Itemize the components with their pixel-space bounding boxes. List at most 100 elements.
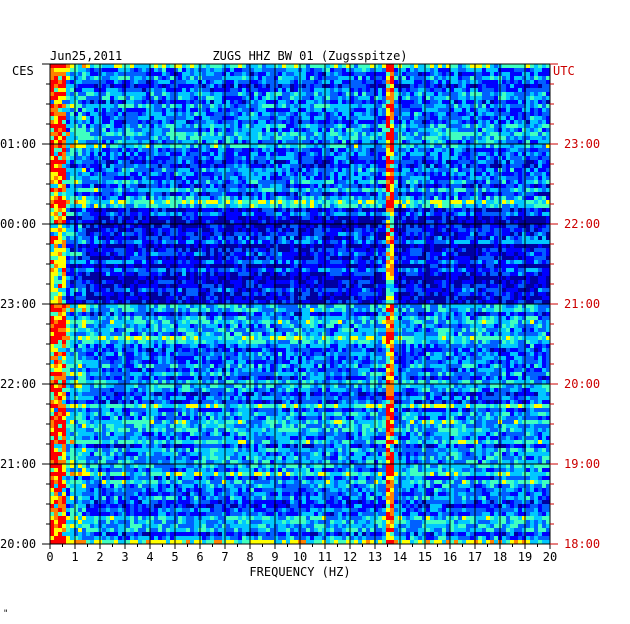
spectrogram-cell <box>210 80 214 84</box>
spectrogram-cell <box>330 108 334 112</box>
spectrogram-cell <box>530 168 534 172</box>
spectrogram-cell <box>458 128 462 132</box>
spectrogram-cell <box>110 140 114 144</box>
spectrogram-cell <box>162 180 166 184</box>
spectrogram-cell <box>142 196 146 200</box>
spectrogram-cell <box>190 104 194 108</box>
spectrogram-cell <box>214 204 218 208</box>
spectrogram-cell <box>438 88 442 92</box>
spectrogram-cell <box>282 172 286 176</box>
spectrogram-cell <box>258 84 262 88</box>
spectrogram-cell <box>210 224 214 228</box>
spectrogram-cell <box>110 76 114 80</box>
spectrogram-cell <box>66 100 70 104</box>
spectrogram-cell <box>538 168 542 172</box>
spectrogram-cell <box>234 172 238 176</box>
spectrogram-cell <box>202 76 206 80</box>
spectrogram-cell <box>130 100 134 104</box>
spectrogram-cell <box>258 212 262 216</box>
spectrogram-cell <box>158 124 162 128</box>
spectrogram-cell <box>154 168 158 172</box>
spectrogram-cell <box>318 132 322 136</box>
spectrogram-cell <box>538 104 542 108</box>
spectrogram-cell <box>342 132 346 136</box>
spectrogram-cell <box>158 196 162 200</box>
spectrogram-cell <box>182 232 186 236</box>
spectrogram-cell <box>118 100 122 104</box>
spectrogram-cell <box>418 144 422 148</box>
spectrogram-cell <box>130 148 134 152</box>
spectrogram-cell <box>482 128 486 132</box>
spectrogram-cell <box>214 68 218 72</box>
spectrogram-cell <box>234 164 238 168</box>
spectrogram-cell <box>110 192 114 196</box>
spectrogram-cell <box>406 172 410 176</box>
spectrogram-cell <box>358 192 362 196</box>
spectrogram-cell <box>478 76 482 80</box>
spectrogram-cell <box>446 232 450 236</box>
spectrogram-cell <box>50 132 54 136</box>
spectrogram-cell <box>362 132 366 136</box>
spectrogram-cell <box>78 148 82 152</box>
spectrogram-cell <box>378 92 382 96</box>
spectrogram-cell <box>206 144 210 148</box>
spectrogram-cell <box>358 188 362 192</box>
spectrogram-cell <box>546 144 550 148</box>
spectrogram-cell <box>366 68 370 72</box>
spectrogram-cell <box>178 116 182 120</box>
spectrogram-cell <box>418 96 422 100</box>
spectrogram-cell <box>170 168 174 172</box>
spectrogram-cell <box>310 152 314 156</box>
spectrogram-cell <box>102 128 106 132</box>
spectrogram-cell <box>314 192 318 196</box>
spectrogram-cell <box>130 84 134 88</box>
spectrogram-cell <box>270 208 274 212</box>
spectrogram-cell <box>530 68 534 72</box>
spectrogram-cell <box>154 196 158 200</box>
spectrogram-cell <box>66 208 70 212</box>
spectrogram-cell <box>66 204 70 208</box>
spectrogram-cell <box>346 184 350 188</box>
spectrogram-cell <box>178 84 182 88</box>
spectrogram-cell <box>494 96 498 100</box>
spectrogram-cell <box>226 192 230 196</box>
spectrogram-cell <box>434 120 438 124</box>
spectrogram-cell <box>266 116 270 120</box>
spectrogram-cell <box>306 116 310 120</box>
spectrogram-cell <box>94 136 98 140</box>
spectrogram-cell <box>414 76 418 80</box>
spectrogram-cell <box>546 204 550 208</box>
spectrogram-cell <box>350 164 354 168</box>
spectrogram-cell <box>386 188 390 192</box>
spectrogram-cell <box>230 212 234 216</box>
spectrogram-cell <box>214 212 218 216</box>
spectrogram-cell <box>130 72 134 76</box>
spectrogram-cell <box>306 144 310 148</box>
spectrogram-cell <box>166 88 170 92</box>
spectrogram-cell <box>58 160 62 164</box>
spectrogram-cell <box>494 128 498 132</box>
spectrogram-cell <box>278 112 282 116</box>
spectrogram-cell <box>378 164 382 168</box>
spectrogram-cell <box>82 92 86 96</box>
spectrogram-cell <box>290 136 294 140</box>
spectrogram-cell <box>506 96 510 100</box>
spectrogram-cell <box>186 68 190 72</box>
spectrogram-cell <box>414 164 418 168</box>
spectrogram-cell <box>518 132 522 136</box>
spectrogram-cell <box>378 64 382 68</box>
spectrogram-cell <box>430 208 434 212</box>
spectrogram-cell <box>258 156 262 160</box>
spectrogram-cell <box>94 76 98 80</box>
spectrogram-cell <box>462 72 466 76</box>
spectrogram-cell <box>482 212 486 216</box>
spectrogram-cell <box>434 176 438 180</box>
spectrogram-cell <box>506 76 510 80</box>
spectrogram-cell <box>502 76 506 80</box>
spectrogram-cell <box>538 204 542 208</box>
spectrogram-cell <box>494 204 498 208</box>
spectrogram-cell <box>486 104 490 108</box>
spectrogram-cell <box>530 208 534 212</box>
spectrogram-cell <box>390 204 394 208</box>
spectrogram-cell <box>210 220 214 224</box>
